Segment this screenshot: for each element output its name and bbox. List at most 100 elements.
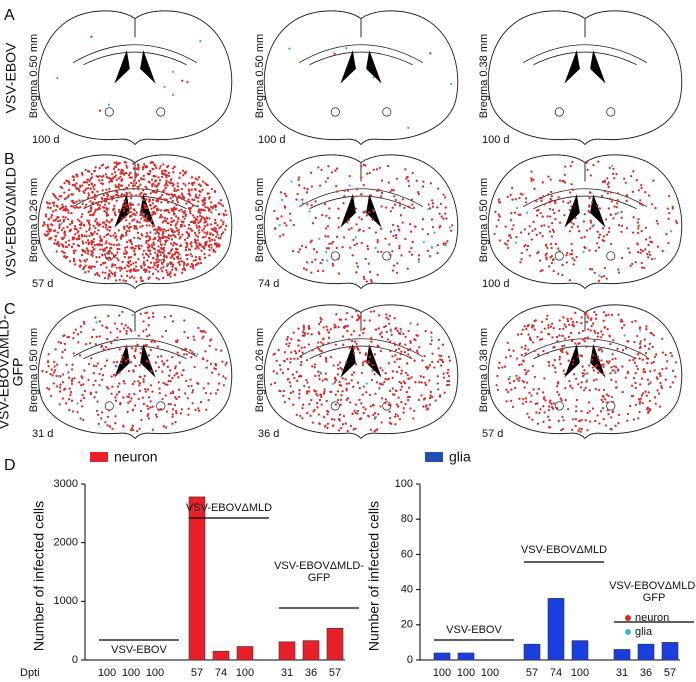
- cell-dot: [151, 190, 154, 193]
- cell-dot: [597, 368, 600, 372]
- cell-dot: [95, 335, 98, 338]
- cell-dot: [154, 413, 158, 416]
- cell-dot: [167, 193, 170, 196]
- cell-dot: [105, 345, 108, 349]
- cell-dot: [124, 279, 128, 283]
- cell-dot: [80, 330, 83, 334]
- cell-dot: [182, 266, 186, 270]
- cell-dot: [107, 387, 110, 390]
- cell-dot: [166, 236, 169, 239]
- cell-dot: [325, 360, 328, 363]
- cell-dot: [119, 172, 122, 175]
- cell-dot: [187, 227, 190, 230]
- cell-dot: [164, 394, 167, 397]
- cell-dot: [598, 233, 602, 236]
- cell-dot: [153, 247, 156, 251]
- cell-dot: [75, 238, 78, 241]
- cell-dot: [654, 206, 657, 210]
- cell-dot: [620, 230, 623, 234]
- cell-dot: [547, 225, 550, 228]
- cell-dot: [143, 263, 146, 266]
- cell-dot: [368, 355, 372, 359]
- cell-dot: [648, 407, 652, 411]
- cell-dot: [387, 403, 390, 406]
- cell-dot: [366, 247, 370, 251]
- cell-dot: [644, 351, 648, 355]
- cell-dot: [571, 320, 575, 324]
- cell-dot: [361, 363, 364, 367]
- cell-dot: [166, 217, 169, 221]
- cell-dot: [402, 407, 405, 410]
- cell-dot: [655, 219, 658, 223]
- cell-dot: [196, 353, 199, 356]
- cell-dot: [578, 419, 581, 423]
- cell-dot: [653, 257, 656, 260]
- cell-dot: [142, 178, 145, 181]
- cell-dot: [517, 379, 521, 382]
- cell-dot: [526, 244, 530, 248]
- cell-dot: [527, 369, 530, 372]
- cell-dot: [317, 323, 321, 326]
- cell-dot: [195, 244, 198, 247]
- cell-dot: [81, 248, 84, 252]
- cell-dot: [317, 166, 320, 169]
- cell-dot: [64, 205, 68, 208]
- cell-dot: [517, 333, 520, 336]
- cell-dot: [351, 412, 354, 416]
- cell-dot: [129, 400, 132, 403]
- group-label: VSV-EBOVΔMLD: [186, 502, 272, 514]
- cell-dot: [165, 192, 168, 195]
- cell-dot: [104, 223, 107, 226]
- bar: [278, 641, 296, 661]
- cell-dot: [71, 377, 74, 381]
- cell-dot: [405, 390, 409, 394]
- cell-dot: [374, 231, 378, 234]
- cell-dot: [325, 251, 328, 254]
- cell-dot: [189, 378, 192, 381]
- cell-dot: [107, 256, 110, 260]
- cell-dot: [286, 357, 289, 361]
- cell-dot: [67, 243, 71, 246]
- cell-dot: [147, 239, 151, 242]
- cell-dot: [205, 408, 208, 411]
- cell-dot: [159, 196, 162, 199]
- cell-dot: [117, 390, 121, 394]
- cell-dot: [107, 176, 111, 180]
- cell-dot: [163, 209, 166, 212]
- cell-dot: [533, 328, 536, 331]
- cell-dot: [538, 411, 541, 415]
- cell-dot: [439, 202, 443, 206]
- cell-dot: [211, 206, 214, 210]
- cell-dot: [307, 324, 310, 328]
- cell-dot: [436, 382, 439, 385]
- cell-dot: [135, 265, 138, 268]
- cell-dot: [133, 184, 137, 187]
- cell-dot: [375, 168, 378, 171]
- cell-dot: [362, 411, 365, 415]
- cell-dot: [360, 241, 363, 245]
- cell-dot: [637, 231, 640, 235]
- cell-dot: [83, 249, 86, 253]
- cell-dot: [288, 47, 291, 50]
- cell-dot: [544, 344, 547, 347]
- cell-dot: [512, 349, 515, 352]
- cell-dot: [387, 362, 390, 365]
- cell-dot: [140, 207, 143, 210]
- cell-dot: [77, 234, 81, 237]
- cell-dot: [67, 211, 70, 215]
- cell-dot: [55, 204, 59, 207]
- cell-dot: [171, 181, 174, 185]
- cell-dot: [80, 215, 83, 219]
- cell-dot: [424, 381, 427, 384]
- cell-dot: [600, 359, 603, 362]
- cell-dot: [597, 236, 601, 239]
- cell-dot: [116, 257, 119, 260]
- cell-dot: [124, 324, 127, 327]
- cell-dot: [671, 381, 674, 384]
- cell-dot: [298, 374, 302, 378]
- cell-dot: [182, 174, 185, 177]
- cell-dot: [132, 408, 135, 411]
- cell-dot: [370, 340, 373, 343]
- cell-dot: [178, 244, 182, 248]
- cell-dot: [186, 336, 190, 339]
